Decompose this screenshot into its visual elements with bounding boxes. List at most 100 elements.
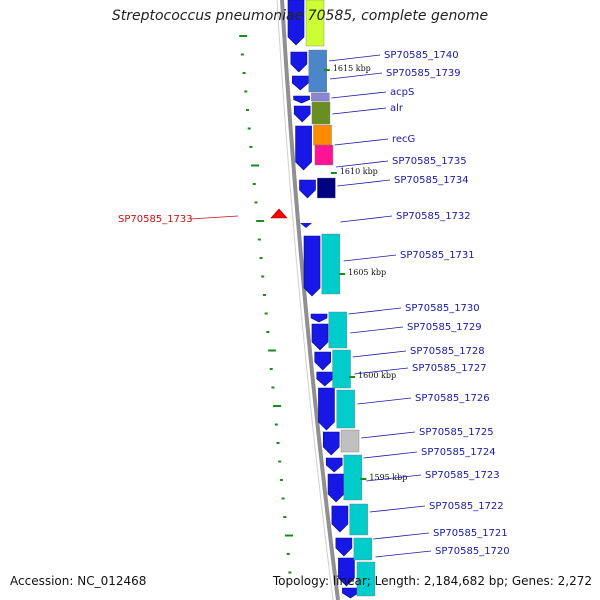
gene-label-sp70585-1728[interactable]: SP70585_1728 bbox=[410, 346, 485, 357]
gc-dash bbox=[257, 238, 261, 241]
gc-dash bbox=[252, 183, 256, 185]
gc-dash bbox=[266, 331, 270, 333]
gene-arrow[interactable] bbox=[335, 537, 353, 557]
gene-label-sp70585-1732[interactable]: SP70585_1732 bbox=[396, 211, 471, 222]
gc-dash bbox=[268, 349, 277, 352]
gene-label-sp70585-1731[interactable]: SP70585_1731 bbox=[400, 250, 475, 261]
gc-content-plot bbox=[239, 35, 293, 574]
position-tick-label: 1615 kbp bbox=[333, 64, 371, 73]
gc-dash bbox=[271, 386, 275, 389]
gene-arrow[interactable] bbox=[300, 223, 312, 228]
gene-arrow[interactable] bbox=[316, 371, 334, 387]
position-ticks: 1615 kbp 1610 kbp 1605 kbp 1600 kbp 1595 kbp bbox=[323, 64, 407, 482]
gc-dash bbox=[286, 553, 290, 555]
gene-arrow[interactable] bbox=[293, 105, 311, 123]
gene-label-sp70585-1739[interactable]: SP70585_1739 bbox=[386, 68, 461, 79]
gene-arrow[interactable] bbox=[322, 431, 340, 456]
gc-dash bbox=[273, 405, 282, 407]
gene-color-box[interactable] bbox=[314, 144, 334, 166]
gc-dash bbox=[244, 90, 248, 93]
gene-label-sp70585-1722[interactable]: SP70585_1722 bbox=[429, 501, 504, 512]
gc-dash bbox=[240, 53, 244, 56]
gene-label-sp70585-1724[interactable]: SP70585_1724 bbox=[421, 447, 496, 458]
gene-color-box[interactable] bbox=[340, 429, 360, 453]
gene-labels: SP70585_1740 SP70585_1739 acpS alr recG SP705… bbox=[118, 50, 510, 558]
gene-label-acps[interactable]: acpS bbox=[390, 87, 414, 98]
gene-arrow[interactable] bbox=[290, 51, 308, 73]
gene-label-sp70585-1720[interactable]: SP70585_1720 bbox=[435, 546, 510, 557]
gc-dash bbox=[256, 220, 265, 222]
gene-color-box[interactable] bbox=[317, 177, 336, 199]
gc-dash bbox=[288, 571, 292, 574]
gc-dash bbox=[274, 423, 278, 426]
gc-dash bbox=[278, 460, 282, 463]
gene-color-box[interactable] bbox=[328, 311, 348, 349]
position-tick-label: 1600 kbp bbox=[358, 371, 396, 380]
gc-dash bbox=[261, 275, 265, 278]
gene-label-recg[interactable]: recG bbox=[392, 134, 415, 145]
gene-arrow[interactable] bbox=[311, 323, 329, 351]
gene-label-sp70585-1723[interactable]: SP70585_1723 bbox=[425, 470, 500, 481]
gene-color-box[interactable] bbox=[332, 349, 351, 389]
page-title: Streptococcus pneumoniae 70585, complete… bbox=[111, 8, 489, 24]
gene-label-sp70585-1727[interactable]: SP70585_1727 bbox=[412, 363, 487, 374]
gene-arrow[interactable] bbox=[299, 179, 316, 199]
gene-label-sp70585-1730[interactable]: SP70585_1730 bbox=[405, 303, 480, 314]
gc-dash bbox=[249, 146, 253, 148]
gene-color-box[interactable] bbox=[349, 503, 368, 536]
gene-color-box[interactable] bbox=[311, 92, 330, 102]
gene-color-box[interactable] bbox=[305, 0, 325, 47]
gene-arrow[interactable] bbox=[303, 235, 321, 297]
gene-arrow[interactable] bbox=[318, 387, 335, 431]
genome-summary-text: Topology: linear; Length: 2,184,682 bp; … bbox=[272, 574, 592, 588]
highlighted-gene-marker[interactable] bbox=[270, 208, 288, 219]
gene-color-box[interactable] bbox=[343, 454, 363, 501]
gc-dash bbox=[279, 479, 283, 481]
accession-text: Accession: NC_012468 bbox=[10, 574, 147, 588]
gene-arrow[interactable] bbox=[310, 313, 328, 323]
gene-color-box[interactable] bbox=[311, 101, 331, 125]
gene-color-box[interactable] bbox=[356, 561, 376, 597]
gene-color-box[interactable] bbox=[353, 537, 373, 561]
gene-arrow[interactable] bbox=[292, 75, 309, 91]
gc-dash bbox=[242, 72, 246, 74]
position-tick-label: 1595 kbp bbox=[369, 473, 407, 482]
gc-dash bbox=[281, 497, 285, 500]
gc-dash bbox=[284, 534, 293, 537]
gene-label-alr[interactable]: alr bbox=[390, 103, 404, 114]
gene-label-sp70585-1725[interactable]: SP70585_1725 bbox=[419, 427, 494, 438]
gene-color-box[interactable] bbox=[336, 389, 355, 429]
gene-label-sp70585-1729[interactable]: SP70585_1729 bbox=[407, 322, 482, 333]
gc-dash bbox=[259, 257, 263, 259]
gene-arrow[interactable] bbox=[327, 473, 345, 503]
gene-label-sp70585-1733[interactable]: SP70585_1733 bbox=[118, 214, 193, 225]
gene-label-sp70585-1735[interactable]: SP70585_1735 bbox=[392, 156, 467, 167]
gc-dash bbox=[251, 164, 260, 167]
gc-dash bbox=[283, 516, 287, 518]
gene-arrow[interactable] bbox=[293, 95, 310, 104]
gene-color-box[interactable] bbox=[313, 124, 332, 146]
genome-backbone bbox=[280, 0, 340, 600]
gc-dash bbox=[247, 127, 251, 130]
gc-dash bbox=[276, 442, 280, 444]
gene-features bbox=[270, 0, 376, 599]
gene-color-box[interactable] bbox=[321, 233, 341, 295]
gene-arrow[interactable] bbox=[287, 0, 305, 46]
gc-dash bbox=[239, 35, 248, 37]
gene-arrow[interactable] bbox=[314, 351, 332, 371]
gene-arrow[interactable] bbox=[325, 457, 343, 473]
gene-arrow[interactable] bbox=[295, 125, 312, 171]
gene-label-sp70585-1721[interactable]: SP70585_1721 bbox=[433, 528, 508, 539]
gene-label-sp70585-1734[interactable]: SP70585_1734 bbox=[394, 175, 469, 186]
gene-arrow[interactable] bbox=[338, 557, 355, 587]
gc-dash bbox=[262, 294, 266, 296]
gene-label-sp70585-1740[interactable]: SP70585_1740 bbox=[384, 50, 459, 61]
gene-arrow[interactable] bbox=[342, 587, 359, 599]
gc-dash bbox=[254, 201, 258, 204]
gene-label-sp70585-1726[interactable]: SP70585_1726 bbox=[415, 393, 490, 404]
gene-arrow[interactable] bbox=[331, 505, 349, 533]
position-tick-label: 1605 kbp bbox=[348, 268, 386, 277]
position-tick-label: 1610 kbp bbox=[340, 167, 378, 176]
gc-dash bbox=[245, 109, 249, 111]
